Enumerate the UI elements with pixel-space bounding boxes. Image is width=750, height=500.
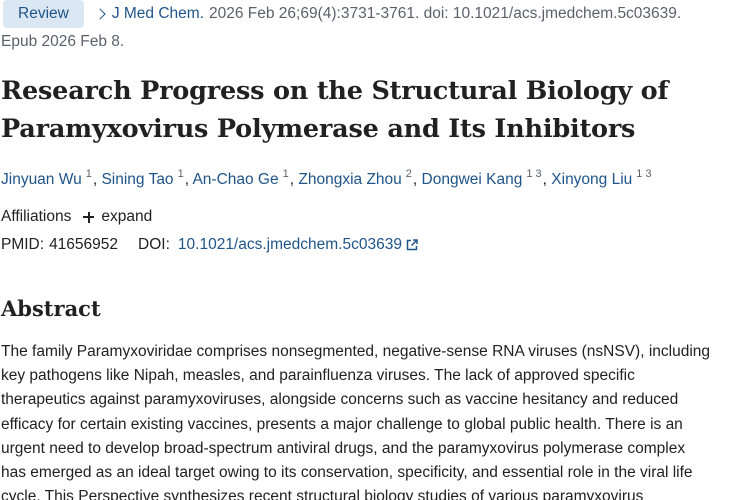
article-title: Research Progress on the Structural Biol… bbox=[1, 76, 669, 144]
citation-line: Review J Med Chem. 2026 Feb 26;69(4):373… bbox=[0, 0, 681, 28]
epub-date: Epub 2026 Feb 8. bbox=[1, 33, 125, 50]
affiliations-label: Affiliations bbox=[1, 208, 72, 225]
abstract-line: urgent need to develop broad-spectrum an… bbox=[1, 439, 686, 457]
external-link-icon bbox=[406, 239, 418, 251]
author-affiliation-ref[interactable]: 2 bbox=[405, 168, 412, 180]
abstract-line: efficacy for certain existing vaccines, … bbox=[1, 415, 683, 433]
abstract-line: has emerged as an ideal target owing to … bbox=[1, 463, 693, 481]
abstract-line: The family Paramyxoviridae comprises non… bbox=[1, 343, 711, 360]
citation-details: 2026 Feb 26;69(4):3731-3761. doi: 10.102… bbox=[209, 5, 682, 22]
identifiers-row: PMID: 41656952 DOI: 10.1021/acs.jmedchem… bbox=[1, 236, 418, 254]
affiliations-row: Affiliations expand bbox=[1, 208, 152, 226]
doi-label: DOI: bbox=[138, 236, 170, 253]
abstract-line: key pathogens like Nipah, measles, and p… bbox=[1, 367, 635, 385]
author-link[interactable]: Sining Tao bbox=[101, 171, 174, 188]
abstract-line: therapeutics against paramyxoviruses, al… bbox=[1, 391, 679, 409]
journal-link[interactable]: J Med Chem. bbox=[94, 5, 204, 23]
author-link[interactable]: Dongwei Kang bbox=[421, 171, 523, 188]
author-affiliation-ref[interactable]: 1 3 bbox=[636, 168, 652, 180]
author-affiliation-ref[interactable]: 1 bbox=[177, 168, 184, 180]
author-link[interactable]: Jinyuan Wu bbox=[1, 171, 82, 188]
author-affiliation-ref[interactable]: 1 bbox=[85, 168, 92, 180]
journal-name: J Med Chem. bbox=[111, 5, 204, 22]
doi-value: 10.1021/acs.jmedchem.5c03639 bbox=[177, 236, 402, 253]
chevron-right-icon bbox=[94, 8, 106, 20]
author-affiliation-ref[interactable]: 1 bbox=[282, 168, 289, 180]
author-list: Jinyuan Wu 1, Sining Tao 1, An-Chao Ge 1, Z… bbox=[1, 168, 652, 188]
author-link[interactable]: Zhongxia Zhou bbox=[298, 171, 402, 188]
expand-affiliations-button[interactable]: expand bbox=[83, 208, 152, 226]
abstract-text: The family Paramyxoviridae comprises non… bbox=[1, 340, 750, 500]
author-affiliation-ref[interactable]: 1 3 bbox=[526, 168, 542, 180]
pmid-label: PMID: bbox=[1, 236, 45, 253]
author-link[interactable]: An-Chao Ge bbox=[192, 171, 279, 188]
author-link[interactable]: Xinyong Liu bbox=[551, 171, 633, 188]
publication-type-badge[interactable]: Review bbox=[3, 0, 84, 28]
plus-icon bbox=[83, 211, 95, 223]
abstract-line: cycle. This Perspective synthesizes rece… bbox=[1, 488, 644, 500]
doi-link[interactable]: 10.1021/acs.jmedchem.5c03639 bbox=[178, 236, 418, 254]
abstract-heading: Abstract bbox=[1, 296, 101, 321]
expand-label: expand bbox=[101, 208, 153, 225]
pmid-value: 41656952 bbox=[49, 236, 119, 253]
